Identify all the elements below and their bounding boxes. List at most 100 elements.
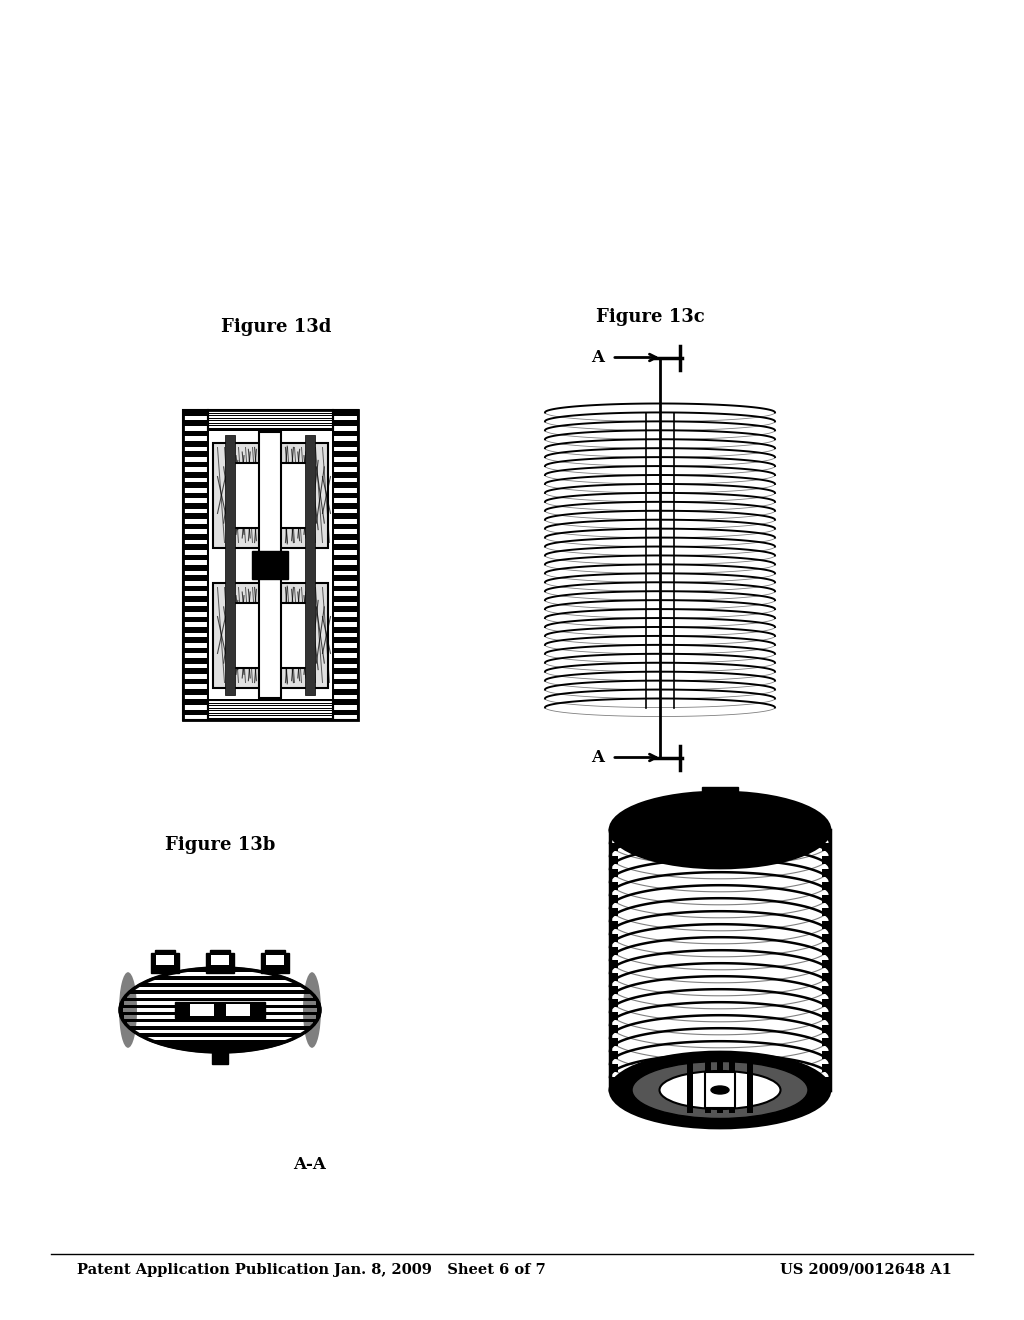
Bar [208,411,333,430]
Bar [610,986,830,994]
Bar [610,869,830,876]
Bar [156,954,174,965]
Bar [610,946,830,954]
Bar [333,586,357,591]
Bar [232,462,307,528]
Bar [333,451,357,457]
Bar [182,689,208,694]
Bar [305,436,315,696]
Bar [182,668,208,675]
Bar [333,565,357,570]
Bar [153,973,287,977]
Bar [182,503,208,508]
Ellipse shape [632,1061,808,1118]
Bar [182,430,208,437]
Bar [182,576,208,581]
Bar [127,994,313,998]
Bar [182,678,208,684]
Bar [333,430,357,437]
Bar [211,954,229,965]
Bar [333,668,357,675]
Bar [333,597,357,602]
Bar [333,473,357,478]
Bar [333,462,357,467]
Bar [182,554,208,561]
Bar [618,832,822,1088]
Bar [610,830,830,838]
Bar [182,411,357,719]
Bar [610,1077,830,1085]
Bar [206,953,234,973]
Bar [155,950,175,956]
Bar [610,1012,830,1020]
Ellipse shape [120,968,319,1052]
Bar [333,524,357,529]
Bar [333,700,357,705]
Bar [333,482,357,488]
Bar [610,1038,830,1045]
Text: A: A [592,348,604,366]
Bar [182,411,208,719]
Bar [729,1057,735,1113]
Bar [182,411,208,416]
Bar [702,787,738,799]
Text: Figure 13d: Figure 13d [221,318,332,337]
Bar [266,954,284,965]
Bar [265,950,285,956]
Bar [182,710,208,715]
Bar [182,441,208,446]
Ellipse shape [610,792,830,869]
Bar [333,535,357,540]
Bar [705,1072,735,1107]
Bar [213,582,328,688]
Bar [610,830,830,1090]
Text: Jan. 8, 2009   Sheet 6 of 7: Jan. 8, 2009 Sheet 6 of 7 [335,1263,546,1276]
Bar [333,513,357,519]
Bar [182,462,208,467]
Bar [333,503,357,508]
Bar [182,657,208,664]
Bar [333,544,357,550]
Bar [141,979,299,983]
Bar [333,648,357,653]
Bar [182,700,208,705]
Bar [182,535,208,540]
Text: Patent Application Publication: Patent Application Publication [77,1263,329,1276]
Bar [333,554,357,561]
Bar [141,1036,299,1040]
Bar [225,436,234,696]
Bar [182,451,208,457]
Bar [333,689,357,694]
Bar [333,411,357,416]
Bar [175,1002,265,1018]
Bar [232,602,307,668]
Ellipse shape [119,973,137,1048]
Bar [610,908,830,916]
Text: Figure 13b: Figure 13b [165,836,275,854]
Bar [610,1026,830,1032]
Bar [333,576,357,581]
Bar [333,678,357,684]
Text: Figure 13a: Figure 13a [683,809,792,828]
Bar [610,999,830,1007]
Bar [182,648,208,653]
Bar [555,417,765,702]
Bar [213,442,328,548]
Bar [151,953,179,973]
Bar [212,1049,228,1064]
Bar [610,1064,830,1072]
Bar [182,627,208,632]
Bar [610,895,830,903]
Bar [182,565,208,570]
Bar [610,921,830,929]
Text: Figure 13c: Figure 13c [596,308,705,326]
Bar [182,420,208,426]
Bar [182,473,208,478]
Bar [333,627,357,632]
Ellipse shape [711,1086,729,1094]
Bar [210,950,230,956]
Bar [705,1057,711,1113]
Bar [124,1015,316,1019]
Bar [127,1023,313,1026]
Bar [333,420,357,426]
